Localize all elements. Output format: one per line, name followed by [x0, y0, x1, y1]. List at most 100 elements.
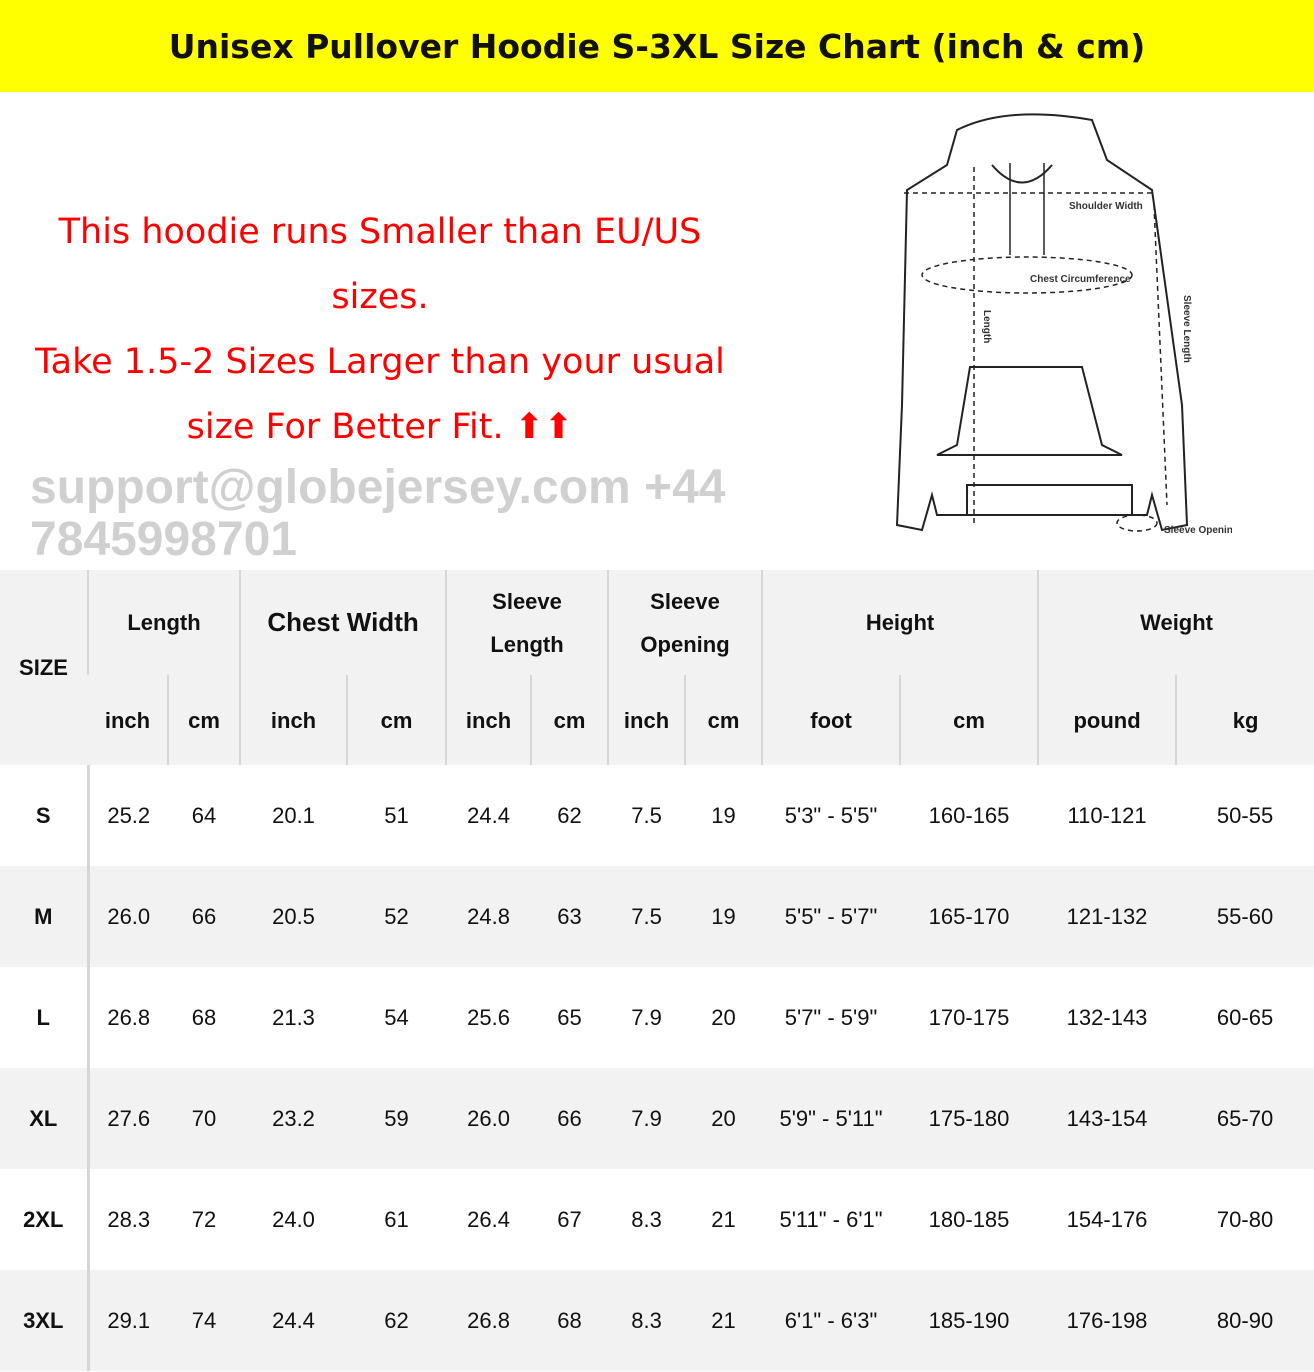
value-cell: 24.0 — [272, 1206, 315, 1232]
value-cell: 110-121 — [1067, 802, 1147, 828]
value-cell: 20.5 — [272, 903, 315, 929]
value-cell: 74 — [191, 1307, 217, 1333]
value-cell: 26.4 — [467, 1206, 510, 1232]
value-cell: 24.4 — [467, 802, 510, 828]
value-cell: 27.6 — [107, 1105, 151, 1131]
value-cell: 8.3 — [631, 1307, 662, 1333]
value-cell: 19 — [711, 903, 736, 929]
value-cell: 68 — [191, 1004, 217, 1030]
value-cell: 80-90 — [1216, 1307, 1274, 1333]
value-cell: 70-80 — [1216, 1206, 1274, 1232]
group-header: Height — [761, 570, 1039, 675]
value-cell: 61 — [384, 1206, 409, 1232]
value-cell: 5'5" - 5'7" — [784, 903, 878, 929]
value-cell: 5'3" - 5'5" — [784, 802, 878, 828]
unit-header: inch — [239, 675, 348, 765]
unit-header: pound — [1037, 675, 1177, 765]
unit-header: cm — [530, 675, 609, 765]
value-cell: 6'1" - 6'3" — [784, 1307, 878, 1333]
value-cell: 25.6 — [467, 1004, 510, 1030]
size-header: SIZE — [19, 655, 68, 680]
hoodie-measurement-diagram: Shoulder Width Chest Circumference Lengt… — [895, 113, 1232, 536]
value-cell: 165-170 — [928, 903, 1010, 929]
value-cell: 8.3 — [631, 1206, 662, 1232]
value-cell: 26.8 — [467, 1307, 510, 1333]
sleeve-length-label: Sleeve Length — [1181, 295, 1192, 363]
value-cell: 175-180 — [928, 1105, 1010, 1131]
unit-header: cm — [346, 675, 447, 765]
value-cell: 64 — [191, 802, 217, 828]
value-cell: 59 — [384, 1105, 409, 1131]
value-cell: 26.8 — [107, 1004, 151, 1030]
value-cell: 62 — [557, 802, 582, 828]
shoulder-width-label: Shoulder Width — [1069, 201, 1143, 212]
chest-circumference-label: Chest Circumference — [1030, 274, 1131, 285]
value-cell: 154-176 — [1066, 1206, 1148, 1232]
value-cell: 5'9" - 5'11" — [779, 1105, 883, 1131]
size-table: SIZE Length Chest Width Sleeve Length Sl… — [0, 570, 1314, 1371]
table-row: 2XL 28.3 72 24.0 61 26.4 67 8.3 21 5'11" - 6'1" 18… — [0, 1169, 1314, 1270]
value-cell: 143-154 — [1066, 1105, 1148, 1131]
value-cell: 63 — [557, 903, 582, 929]
table-row: L 26.8 68 21.3 54 25.6 65 7.9 20 5'7" - 5'9" 170-1… — [0, 967, 1314, 1068]
group-header: Weight — [1037, 570, 1314, 675]
unit-header: inch — [104, 707, 151, 733]
value-cell: 24.4 — [272, 1307, 315, 1333]
value-cell: 185-190 — [928, 1307, 1010, 1333]
value-cell: 65 — [557, 1004, 582, 1030]
value-cell: 20 — [711, 1004, 736, 1030]
unit-header: inch — [445, 675, 532, 765]
group-header: Sleeve Opening — [607, 570, 763, 675]
size-notice: This hoodie runs Smaller than EU/US size… — [0, 200, 760, 460]
value-cell: 7.9 — [631, 1004, 662, 1030]
value-cell: 70 — [191, 1105, 217, 1131]
watermark: support@globejersey.com +44 7845998701 — [30, 461, 726, 566]
unit-header: foot — [761, 675, 901, 765]
notice-line-1: This hoodie runs Smaller than EU/US size… — [58, 212, 702, 317]
value-cell: 5'11" - 6'1" — [779, 1206, 883, 1232]
size-cell: M — [0, 866, 90, 967]
unit-header: kg — [1175, 675, 1314, 765]
value-cell: 60-65 — [1216, 1004, 1274, 1030]
value-cell: 26.0 — [467, 1105, 510, 1131]
value-cell: 55-60 — [1216, 903, 1274, 929]
value-cell: 66 — [557, 1105, 582, 1131]
value-cell: 7.9 — [631, 1105, 662, 1131]
value-cell: 160-165 — [928, 802, 1010, 828]
value-cell: 66 — [191, 903, 217, 929]
value-cell: 68 — [557, 1307, 582, 1333]
value-cell: 7.5 — [631, 903, 662, 929]
value-cell: 54 — [384, 1004, 409, 1030]
size-cell: 2XL — [0, 1169, 90, 1270]
value-cell: 25.2 — [107, 802, 151, 828]
size-cell: S — [0, 765, 90, 866]
notice-line-2: Take 1.5-2 Sizes Larger than your usual … — [35, 342, 725, 447]
value-cell: 7.5 — [631, 802, 662, 828]
group-header: Sleeve Length — [445, 570, 609, 675]
value-cell: 51 — [384, 802, 409, 828]
value-cell: 72 — [191, 1206, 217, 1232]
value-cell: 24.8 — [467, 903, 510, 929]
value-cell: 21.3 — [272, 1004, 315, 1030]
value-cell: 62 — [384, 1307, 409, 1333]
sleeve-opening-label: Sleeve Opening — [1164, 525, 1232, 536]
length-label: Length — [981, 310, 992, 343]
unit-header: inch — [607, 675, 686, 765]
value-cell: 28.3 — [107, 1206, 151, 1232]
value-cell: 176-198 — [1066, 1307, 1148, 1333]
value-cell: 21 — [711, 1206, 736, 1232]
value-cell: 52 — [384, 903, 409, 929]
size-cell: L — [0, 967, 90, 1068]
size-cell: 3XL — [0, 1270, 90, 1371]
unit-header: cm — [684, 675, 763, 765]
table-row: S 25.2 64 20.1 51 24.4 62 7.5 19 5'3" - 5'5" 160-1… — [0, 765, 1314, 866]
unit-header: cm — [899, 675, 1039, 765]
value-cell: 5'7" - 5'9" — [784, 1004, 878, 1030]
unit-header: cm — [166, 675, 241, 765]
value-cell: 26.0 — [107, 903, 151, 929]
group-header: Length — [86, 570, 241, 675]
value-cell: 23.2 — [272, 1105, 315, 1131]
value-cell: 67 — [557, 1206, 582, 1232]
value-cell: 20.1 — [272, 802, 315, 828]
chart-title: Unisex Pullover Hoodie S-3XL Size Chart … — [168, 26, 1146, 66]
